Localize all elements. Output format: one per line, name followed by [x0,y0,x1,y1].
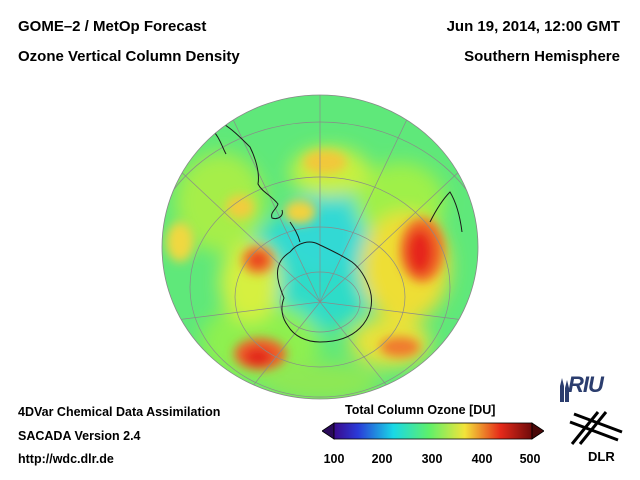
footer-assimilation: 4DVar Chemical Data Assimilation [18,405,221,419]
footer-version: SACADA Version 2.4 [18,429,141,443]
map-region: Southern Hemisphere [464,48,620,65]
colorbar-tick: 500 [519,452,541,466]
ozone-globe-map [161,94,479,400]
colorbar-tick: 400 [471,452,493,466]
map-subtitle: Ozone Vertical Column Density [18,48,240,65]
colorbar-tick: 300 [421,452,443,466]
colorbar-tick: 200 [371,452,393,466]
footer-url[interactable]: http://wdc.dlr.de [18,452,114,466]
riu-cathedral-icon [560,378,569,402]
colorbar-tick: 100 [323,452,345,466]
graticule [162,95,478,399]
dlr-logo-icon [569,411,623,445]
riu-logo-text: RIU [568,372,604,397]
map-title: GOME–2 / MetOp Forecast [18,18,207,35]
map-date: Jun 19, 2014, 12:00 GMT [446,18,620,35]
colorbar [322,422,544,440]
dlr-logo-text: DLR [588,449,615,464]
colorbar-title: Total Column Ozone [DU] [345,403,496,417]
